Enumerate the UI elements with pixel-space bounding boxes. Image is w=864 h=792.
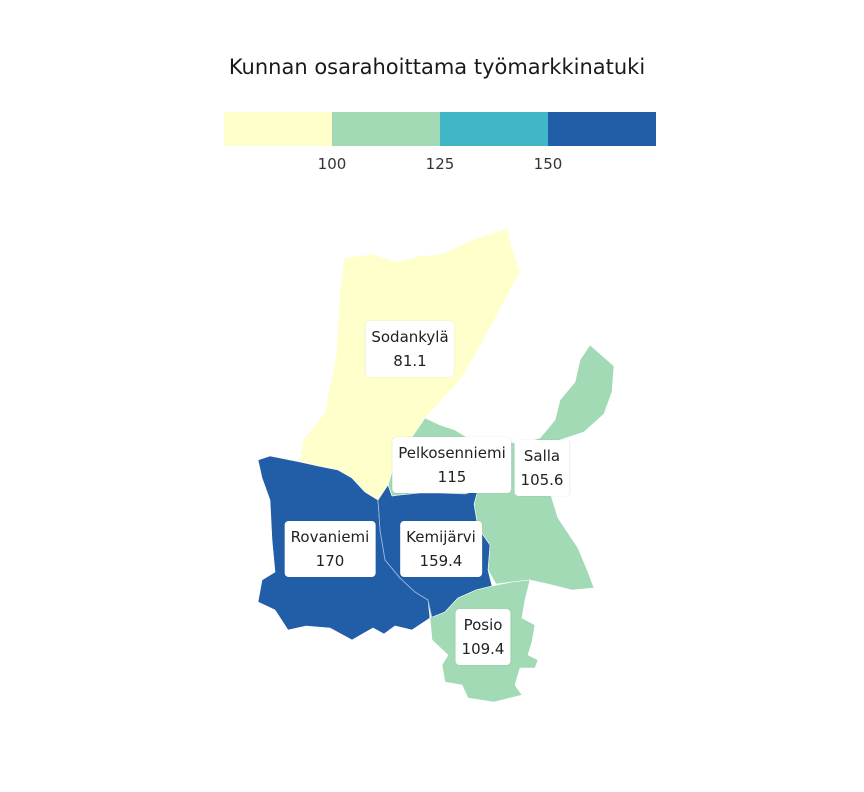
label-kemijarvi: Kemijärvi 159.4 xyxy=(400,521,482,577)
rovaniemi-kemijarvi-border xyxy=(377,499,433,619)
legend-tick-125: 125 xyxy=(425,155,455,173)
legend-swatch-1 xyxy=(224,112,332,146)
label-rovaniemi-name: Rovaniemi xyxy=(290,528,370,546)
label-posio-name: Posio xyxy=(463,616,503,634)
label-kemijarvi-value: 159.4 xyxy=(419,552,463,570)
label-pelkosenniemi-name: Pelkosenniemi xyxy=(398,444,506,462)
label-salla-name: Salla xyxy=(523,447,561,465)
label-posio: Posio 109.4 xyxy=(455,609,511,665)
label-sodankyla-name: Sodankylä xyxy=(371,328,449,346)
label-salla-value: 105.6 xyxy=(520,471,564,489)
label-sodankyla-value: 81.1 xyxy=(393,352,427,370)
legend-tick-150: 150 xyxy=(533,155,563,173)
legend-swatch-2 xyxy=(332,112,440,146)
map-title: Kunnan osarahoittama työmarkkinatuki xyxy=(228,55,646,79)
legend-swatch-3 xyxy=(440,112,548,146)
color-legend xyxy=(224,112,656,146)
label-pelkosenniemi-value: 115 xyxy=(437,468,467,486)
label-rovaniemi-value: 170 xyxy=(315,552,345,570)
label-sodankyla: Sodankylä 81.1 xyxy=(365,321,455,377)
legend-tick-100: 100 xyxy=(317,155,347,173)
label-salla: Salla 105.6 xyxy=(514,440,570,496)
label-kemijarvi-name: Kemijärvi xyxy=(406,528,476,546)
label-posio-value: 109.4 xyxy=(461,640,505,658)
label-rovaniemi: Rovaniemi 170 xyxy=(284,521,376,577)
legend-swatch-4 xyxy=(548,112,656,146)
label-pelkosenniemi: Pelkosenniemi 115 xyxy=(392,437,512,493)
